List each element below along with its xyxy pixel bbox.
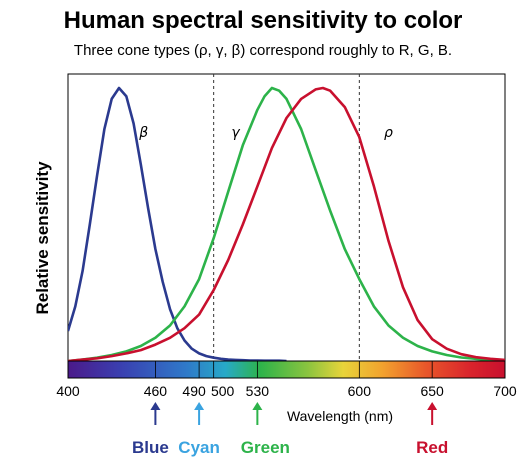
chart-subtitle: Three cone types (ρ, γ, β) correspond ro… bbox=[74, 42, 452, 59]
chart-title: Human spectral sensitivity to color bbox=[64, 7, 463, 34]
color-name-red: Red bbox=[416, 438, 448, 457]
color-name-blue: Blue bbox=[132, 438, 169, 457]
tick-label-600: 600 bbox=[348, 383, 372, 399]
tick-label-500: 500 bbox=[211, 383, 235, 399]
x-axis-label: Wavelength (nm) bbox=[287, 408, 393, 424]
y-axis-label: Relative sensitivity bbox=[33, 161, 52, 315]
series-label-0: β bbox=[138, 125, 148, 141]
color-name-green: Green bbox=[241, 438, 290, 457]
marker-arrow-head-0 bbox=[150, 402, 161, 410]
marker-arrow-head-3 bbox=[427, 402, 438, 410]
tick-label-650: 650 bbox=[420, 383, 444, 399]
series-line-0 bbox=[68, 86, 287, 361]
tick-label-400: 400 bbox=[56, 383, 80, 399]
color-name-cyan: Cyan bbox=[178, 438, 220, 457]
series-label-2: ρ bbox=[384, 125, 393, 141]
color-markers: Blue Cyan Green Red bbox=[132, 402, 448, 457]
x-axis-ticks: 400 460 490 500 530 600 650 700 bbox=[56, 361, 517, 399]
marker-arrow-head-2 bbox=[252, 402, 263, 410]
series-line-2 bbox=[68, 86, 505, 361]
series-label-1: γ bbox=[231, 125, 240, 141]
tick-label-460: 460 bbox=[144, 383, 168, 399]
sensitivity-curves bbox=[68, 86, 505, 361]
tick-label-530: 530 bbox=[246, 383, 270, 399]
tick-label-700: 700 bbox=[493, 383, 517, 399]
marker-arrow-head-1 bbox=[194, 402, 205, 410]
tick-label-490: 490 bbox=[182, 383, 206, 399]
series-line-1 bbox=[68, 86, 505, 361]
spectrum-colorbar bbox=[67, 360, 506, 379]
